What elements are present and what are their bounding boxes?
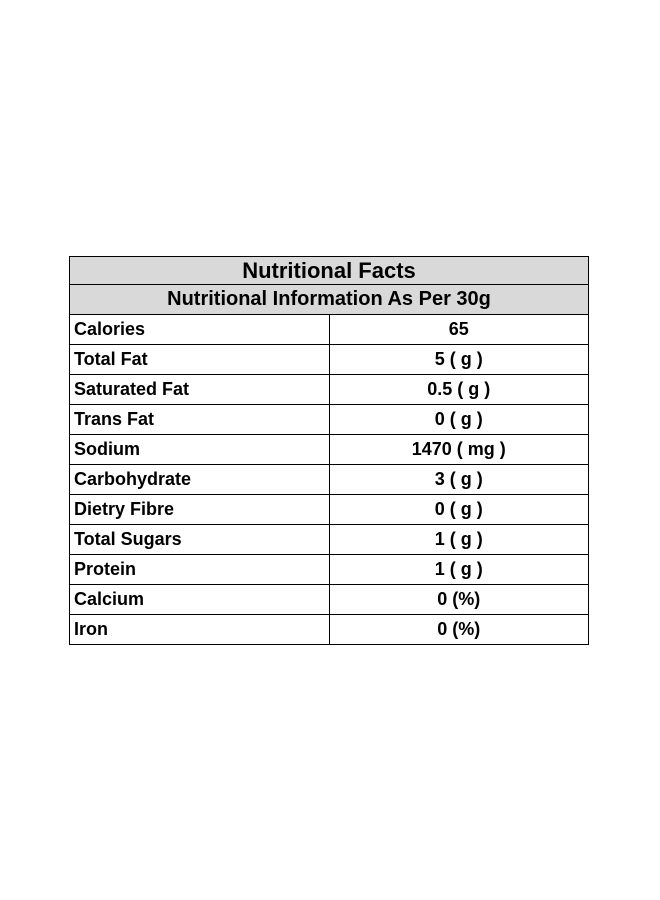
table-row: Protein 1 ( g ) <box>69 554 589 585</box>
table-row: Dietry Fibre 0 ( g ) <box>69 494 589 525</box>
nutrient-value: 1 ( g ) <box>328 554 589 585</box>
nutrient-value: 1470 ( mg ) <box>328 434 589 465</box>
table-row: Trans Fat 0 ( g ) <box>69 404 589 435</box>
nutrient-label: Trans Fat <box>69 404 330 435</box>
table-row: Calories 65 <box>69 314 589 345</box>
table-row: Sodium 1470 ( mg ) <box>69 434 589 465</box>
nutrient-label: Calcium <box>69 584 330 615</box>
nutrient-value: 3 ( g ) <box>328 464 589 495</box>
table-row: Iron 0 (%) <box>69 614 589 645</box>
nutrient-value: 5 ( g ) <box>328 344 589 375</box>
nutrient-label: Iron <box>69 614 330 645</box>
nutrient-value: 1 ( g ) <box>328 524 589 555</box>
nutrient-label: Saturated Fat <box>69 374 330 405</box>
nutrient-value: 0 ( g ) <box>328 494 589 525</box>
table-subtitle: Nutritional Information As Per 30g <box>69 284 589 315</box>
nutrient-label: Total Fat <box>69 344 330 375</box>
nutrition-table-body: Nutritional Facts Nutritional Informatio… <box>69 256 589 645</box>
table-row: Total Sugars 1 ( g ) <box>69 524 589 555</box>
nutrient-label: Total Sugars <box>69 524 330 555</box>
title-row: Nutritional Facts <box>69 256 589 285</box>
nutrient-value: 0 (%) <box>328 584 589 615</box>
subtitle-row: Nutritional Information As Per 30g <box>69 284 589 315</box>
nutrient-value: 65 <box>328 314 589 345</box>
table-row: Calcium 0 (%) <box>69 584 589 615</box>
table-title: Nutritional Facts <box>69 256 589 285</box>
nutrient-label: Calories <box>69 314 330 345</box>
nutrient-value: 0.5 ( g ) <box>328 374 589 405</box>
nutrient-label: Sodium <box>69 434 330 465</box>
nutrient-label: Dietry Fibre <box>69 494 330 525</box>
table-row: Total Fat 5 ( g ) <box>69 344 589 375</box>
nutrient-value: 0 ( g ) <box>328 404 589 435</box>
nutrient-label: Protein <box>69 554 330 585</box>
table-row: Carbohydrate 3 ( g ) <box>69 464 589 495</box>
table-row: Saturated Fat 0.5 ( g ) <box>69 374 589 405</box>
nutrient-label: Carbohydrate <box>69 464 330 495</box>
nutrient-value: 0 (%) <box>328 614 589 645</box>
nutrition-facts-table: Nutritional Facts Nutritional Informatio… <box>69 256 589 645</box>
